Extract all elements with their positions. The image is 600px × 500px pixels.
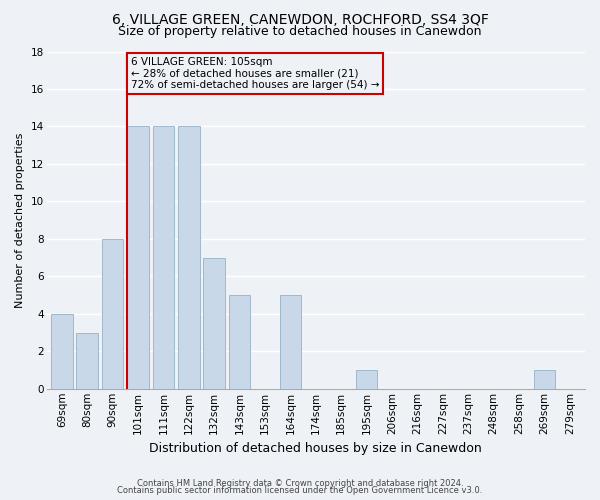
Bar — [152, 126, 174, 389]
Y-axis label: Number of detached properties: Number of detached properties — [15, 132, 25, 308]
Bar — [203, 258, 225, 389]
Text: Size of property relative to detached houses in Canewdon: Size of property relative to detached ho… — [118, 25, 482, 38]
Bar — [280, 295, 301, 389]
Bar — [229, 295, 250, 389]
Bar — [102, 239, 124, 389]
X-axis label: Distribution of detached houses by size in Canewdon: Distribution of detached houses by size … — [149, 442, 482, 455]
Bar — [533, 370, 555, 389]
Text: 6 VILLAGE GREEN: 105sqm
← 28% of detached houses are smaller (21)
72% of semi-de: 6 VILLAGE GREEN: 105sqm ← 28% of detache… — [131, 57, 380, 90]
Text: 6, VILLAGE GREEN, CANEWDON, ROCHFORD, SS4 3QF: 6, VILLAGE GREEN, CANEWDON, ROCHFORD, SS… — [112, 12, 488, 26]
Bar — [127, 126, 149, 389]
Text: Contains HM Land Registry data © Crown copyright and database right 2024.: Contains HM Land Registry data © Crown c… — [137, 478, 463, 488]
Bar — [76, 332, 98, 389]
Bar — [356, 370, 377, 389]
Bar — [51, 314, 73, 389]
Text: Contains public sector information licensed under the Open Government Licence v3: Contains public sector information licen… — [118, 486, 482, 495]
Bar — [178, 126, 200, 389]
